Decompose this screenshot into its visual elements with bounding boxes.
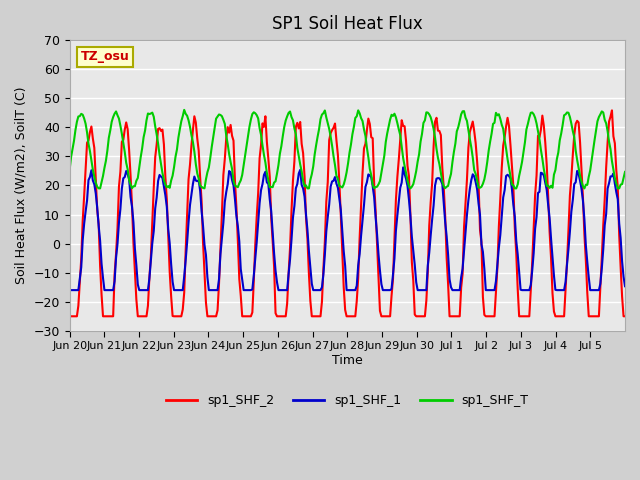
X-axis label: Time: Time	[332, 354, 363, 367]
Y-axis label: Soil Heat Flux (W/m2), SoilT (C): Soil Heat Flux (W/m2), SoilT (C)	[15, 87, 28, 284]
Text: TZ_osu: TZ_osu	[81, 50, 129, 63]
Legend: sp1_SHF_2, sp1_SHF_1, sp1_SHF_T: sp1_SHF_2, sp1_SHF_1, sp1_SHF_T	[161, 389, 534, 412]
Title: SP1 Soil Heat Flux: SP1 Soil Heat Flux	[272, 15, 422, 33]
